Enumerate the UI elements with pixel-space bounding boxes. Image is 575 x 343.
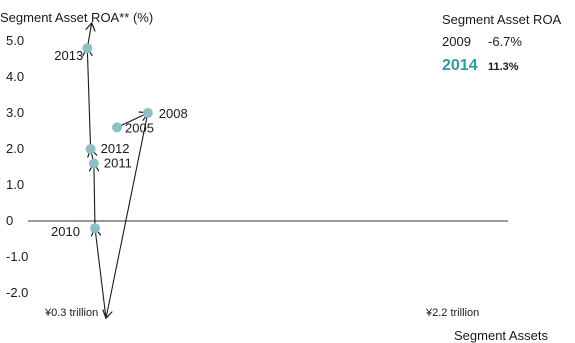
x-max-label: ¥2.2 trillion xyxy=(425,307,479,319)
point-label-2005: 2005 xyxy=(125,120,154,135)
data-points xyxy=(82,43,153,234)
path-arrow xyxy=(106,112,149,318)
y-tick-label: 3.0 xyxy=(6,105,24,120)
y-tick-labels: 5.0 4.0 3.0 2.0 1.0 0 -1.0 -2.0 xyxy=(6,33,28,300)
legend: Segment Asset ROA 2009 -6.7% 2014 11.3% xyxy=(442,12,562,74)
path-arrow xyxy=(87,48,90,150)
point-label-2011: 2011 xyxy=(104,155,132,170)
y-tick-label: 1.0 xyxy=(6,177,24,192)
x-axis-title: Segment Assets xyxy=(454,328,548,343)
data-point-2012 xyxy=(85,144,96,154)
data-point-2013 xyxy=(82,43,93,54)
path-arrow xyxy=(94,163,95,229)
y-tick-label: 0 xyxy=(6,213,13,228)
point-label-2008: 2008 xyxy=(159,106,188,121)
data-point-2008 xyxy=(142,108,153,118)
legend-title: Segment Asset ROA xyxy=(442,12,562,27)
x-min-label: ¥0.3 trillion xyxy=(44,307,98,319)
legend-2009-year: 2009 xyxy=(442,34,471,49)
y-tick-label: 2.0 xyxy=(6,141,24,156)
path-arrows xyxy=(87,23,148,318)
data-point-2011 xyxy=(88,158,99,169)
y-tick-label: 4.0 xyxy=(6,69,24,84)
point-label-2012: 2012 xyxy=(101,141,130,156)
path-arrow xyxy=(116,113,148,128)
legend-2009-value: -6.7% xyxy=(488,34,522,49)
point-label-2010: 2010 xyxy=(51,224,80,239)
y-tick-label: -1.0 xyxy=(6,249,28,264)
legend-2014-value: 11.3% xyxy=(488,61,519,73)
data-point-2010 xyxy=(90,223,100,234)
y-tick-label: 5.0 xyxy=(6,33,24,48)
point-label-2013: 2013 xyxy=(54,48,83,63)
path-arrow xyxy=(95,228,107,319)
y-tick-label: -2.0 xyxy=(6,285,28,300)
legend-2014-year: 2014 xyxy=(442,57,478,74)
y-axis-title: Segment Asset ROA** (%) xyxy=(0,10,153,25)
data-point-2005 xyxy=(112,122,122,133)
